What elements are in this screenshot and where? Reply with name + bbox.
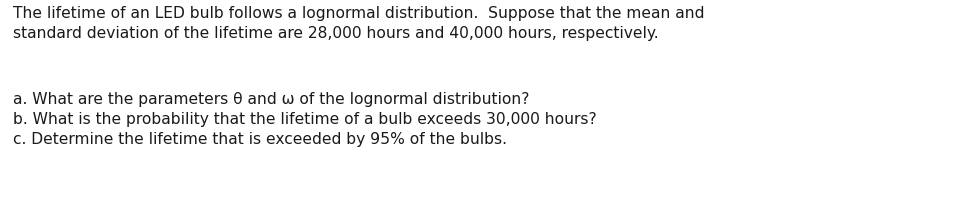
Text: The lifetime of an LED bulb follows a lognormal distribution.  Suppose that the : The lifetime of an LED bulb follows a lo… [13,6,703,21]
Text: a. What are the parameters θ and ω of the lognormal distribution?: a. What are the parameters θ and ω of th… [13,92,529,107]
Text: b. What is the probability that the lifetime of a bulb exceeds 30,000 hours?: b. What is the probability that the life… [13,112,596,127]
Text: standard deviation of the lifetime are 28,000 hours and 40,000 hours, respective: standard deviation of the lifetime are 2… [13,26,658,41]
Text: c. Determine the lifetime that is exceeded by 95% of the bulbs.: c. Determine the lifetime that is exceed… [13,132,507,147]
